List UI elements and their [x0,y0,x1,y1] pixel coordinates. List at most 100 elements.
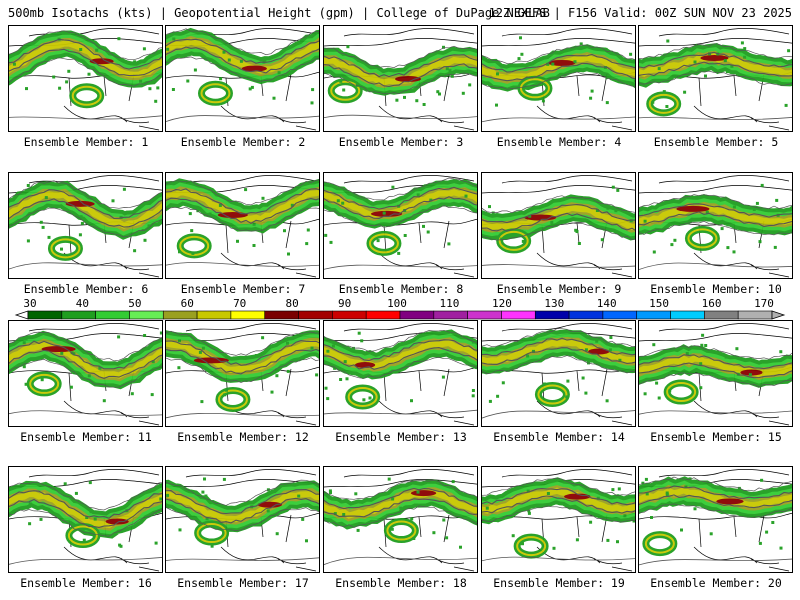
height-contours [9,180,162,270]
height-contours [324,177,477,270]
height-contours [482,328,635,419]
colorbar-segment [670,310,705,320]
map-canvas [9,469,162,572]
jet-stream-isotachs [324,477,477,549]
ensemble-member-label: Ensemble Member: 20 [650,576,782,590]
colorbar-tick-label: 120 [492,297,512,310]
jet-stream-isotachs [639,333,792,405]
colorbar-segment [433,310,468,320]
colorbar-segment [501,310,536,320]
height-contours [482,44,635,123]
colorbar-tick-label: 90 [338,297,351,310]
ensemble-member-label: Ensemble Member: 17 [177,576,309,590]
height-contours [639,345,792,415]
jet-stream-isotachs [9,480,162,549]
colorbar-segment [704,310,739,320]
colorbar-segment [196,310,232,320]
ensemble-member-map [165,466,320,573]
ensemble-member-label: Ensemble Member: 12 [177,430,309,444]
jet-stream-isotachs [166,477,319,548]
ensemble-member-map [481,25,636,132]
jet-stream-isotachs [482,185,635,254]
map-canvas [639,469,792,572]
ensemble-member-map [323,25,478,132]
colorbar-segment [162,310,198,320]
map-canvas [9,28,162,131]
jet-stream-isotachs [482,36,635,107]
height-contours [324,45,477,119]
colorbar-tick-label: 80 [285,297,298,310]
map-canvas [324,28,477,131]
colorbar-segment [737,310,773,320]
jet-stream-isotachs [166,178,319,259]
colorbar-segment [467,310,502,320]
height-contours [9,481,162,565]
height-contours [639,194,792,270]
ensemble-member-label: Ensemble Member: 19 [493,576,625,590]
ensemble-member-label: Ensemble Member: 1 [23,135,149,149]
colorbar-tick-label: 150 [649,297,669,310]
ensemble-member-map [638,320,793,427]
height-contours [639,43,792,121]
colorbar-segment [568,310,604,320]
colorbar-segment [602,310,638,320]
ensemble-member-label: Ensemble Member: 8 [338,282,464,296]
ensemble-member-map [8,466,163,573]
height-contours [9,331,162,416]
colorbar-tick-label: 130 [544,297,564,310]
jet-stream-isotachs [639,476,792,557]
height-contours [166,479,319,561]
height-contours [166,330,319,419]
ensemble-member-map [165,320,320,427]
ensemble-member-map [638,172,793,279]
colorbar-tick-label: 160 [702,297,722,310]
map-canvas [166,323,319,426]
ensemble-member-map [481,172,636,279]
colorbar-tick-label: 50 [128,297,141,310]
colorbar-tick-label: 100 [387,297,407,310]
colorbar-segment [298,310,333,320]
colorbar-left-arrow [14,310,29,320]
colorbar-tick-label: 30 [23,297,36,310]
map-canvas [166,175,319,278]
jet-stream-isotachs [482,477,635,559]
model-run-info: 12Z GEFS | F156 Valid: 00Z SUN NOV 23 20… [488,6,792,20]
map-canvas [482,28,635,131]
jet-stream-isotachs [324,329,477,410]
chart-title: 500mb Isotachs (kts) | Geopotential Heig… [8,6,550,20]
ensemble-member-label: Ensemble Member: 15 [650,430,782,444]
colorbar-tick-label: 70 [233,297,246,310]
ensemble-member-label: Ensemble Member: 11 [20,430,152,444]
ensemble-member-map [638,466,793,573]
jet-stream-isotachs [9,180,162,261]
colorbar-tick-label: 60 [181,297,194,310]
map-canvas [166,469,319,572]
ensemble-member-label: Ensemble Member: 3 [338,135,464,149]
height-contours [324,479,477,565]
colorbar-tick-label: 110 [439,297,459,310]
ensemble-member-label: Ensemble Member: 16 [20,576,152,590]
ensemble-member-label: Ensemble Member: 5 [653,135,779,149]
map-canvas [324,469,477,572]
isotach-colorbar: 30 40 50 60 70 80 90 100 110 120 130 140 150 160 170 [14,297,786,320]
ensemble-member-map [8,172,163,279]
map-canvas [639,28,792,131]
map-canvas [482,323,635,426]
map-canvas [166,27,319,131]
colorbar-segment [27,310,63,320]
ensemble-member-map [8,320,163,427]
ensemble-member-label: Ensemble Member: 9 [496,282,622,296]
ensemble-member-map [481,466,636,573]
colorbar-right-arrow [771,310,786,320]
ensemble-member-map [323,172,478,279]
ensemble-member-label: Ensemble Member: 7 [180,282,306,296]
map-canvas [482,175,635,278]
map-canvas [9,175,162,278]
jet-stream-isotachs [482,329,635,407]
ensemble-member-map [323,466,478,573]
colorbar-tick-label: 40 [76,297,89,310]
map-outlines [639,28,792,131]
ensemble-member-map [165,172,320,279]
height-contours [482,477,635,562]
jet-stream-isotachs [639,183,792,254]
